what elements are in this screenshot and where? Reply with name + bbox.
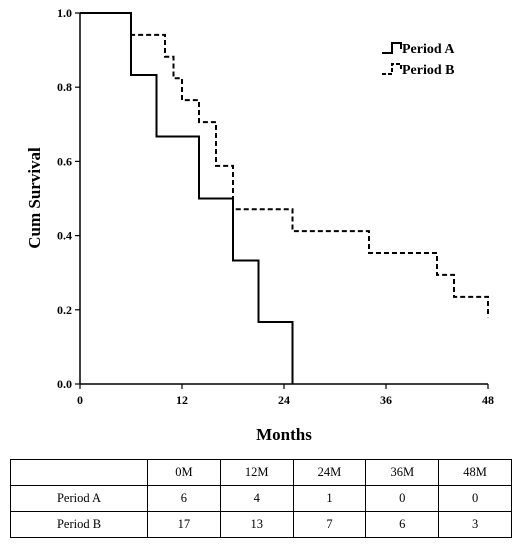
table-cell: 1: [292, 485, 367, 512]
survival-chart: 0.0 0.2 0.4 0.6 0.8 1.0 0 12 24 36 48 Months Cum …: [25, 6, 494, 444]
legend: Period A Period B: [382, 42, 455, 78]
x-tick-label: 36: [380, 393, 392, 407]
table-row-label: Period B: [10, 511, 148, 538]
legend-swatch-period-b: [382, 63, 402, 75]
series-line-period-b: [80, 12, 489, 318]
x-tick-label: 24: [278, 393, 290, 407]
table-cell: 17: [147, 511, 221, 538]
table-header-row: 0M 12M 24M 36M 48M: [10, 459, 512, 486]
table-cell: 6: [147, 485, 221, 512]
y-tick-label: 0.0: [57, 377, 72, 391]
table-header-cell: 0M: [147, 459, 221, 486]
y-ticks: 0.0 0.2 0.4 0.6 0.8 1.0: [57, 6, 80, 391]
table-row-label: Period A: [10, 485, 148, 512]
table-cell: 3: [438, 511, 512, 538]
y-tick-label: 0.8: [57, 80, 72, 94]
table-cell: 7: [292, 511, 367, 538]
y-tick-label: 0.6: [57, 154, 72, 168]
table-cell: 0: [438, 485, 512, 512]
x-axis-title: Months: [256, 425, 312, 444]
table-header-cell: 12M: [219, 459, 294, 486]
plot-area: 0.0 0.2 0.4 0.6 0.8 1.0 0 12 24 36 48: [57, 6, 494, 407]
table-cell: 6: [365, 511, 440, 538]
series-layer: [80, 12, 489, 384]
legend-swatch-period-a: [382, 42, 402, 54]
y-tick-label: 0.4: [57, 229, 72, 243]
table-row: Period B 17 13 7 6 3: [10, 511, 512, 538]
x-tick-label: 12: [176, 393, 188, 407]
legend-label-period-a: Period A: [402, 42, 455, 57]
table-cell: 0: [365, 485, 440, 512]
table-cell: 4: [219, 485, 294, 512]
y-axis-title: Cum Survival: [25, 147, 44, 249]
x-ticks: 0 12 24 36 48: [77, 384, 494, 407]
x-tick-label: 48: [482, 393, 494, 407]
table-row: Period A 6 4 1 0 0: [10, 485, 512, 512]
table-header-cell: 48M: [438, 459, 512, 486]
y-tick-label: 1.0: [57, 6, 72, 20]
table-cell: 13: [219, 511, 294, 538]
table-header-cell: 24M: [292, 459, 367, 486]
series-line-period-a: [80, 12, 294, 384]
y-tick-label: 0.2: [57, 303, 72, 317]
x-tick-label: 0: [77, 393, 83, 407]
number-at-risk-table: 0M 12M 24M 36M 48M Period A 6 4 1 0 0 Pe…: [10, 459, 512, 538]
legend-label-period-b: Period B: [402, 63, 455, 78]
table-header-cell: 36M: [365, 459, 440, 486]
table-header-cell: [10, 459, 148, 486]
